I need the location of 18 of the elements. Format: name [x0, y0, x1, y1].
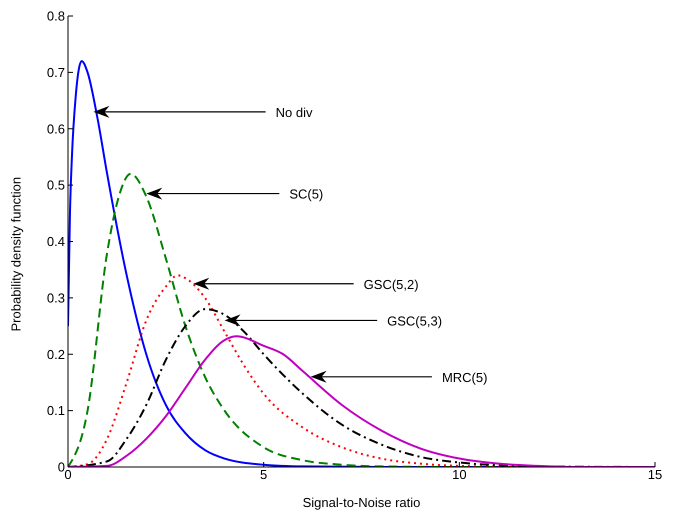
x-axis-title: Signal-to-Noise ratio — [302, 495, 420, 510]
y-tick-label: 0.2 — [46, 346, 65, 362]
y-tick-label: 0.7 — [46, 64, 65, 80]
x-tick-label: 15 — [648, 467, 662, 482]
y-tick-label: 0.1 — [46, 403, 65, 418]
annotation: GSC(5,2) — [364, 276, 419, 292]
y-tick-label: 0.3 — [46, 290, 65, 306]
annotation: MRC(5) — [442, 370, 488, 385]
y-tick-label: 0.4 — [46, 234, 65, 250]
x-tick-label: 10 — [452, 467, 467, 482]
x-tick-label: 5 — [260, 467, 268, 482]
y-tick-label: 0.5 — [46, 178, 65, 193]
y-tick-label: 0.8 — [46, 8, 65, 24]
y-tick-label: 0.6 — [46, 121, 65, 136]
annotation: No div — [276, 104, 313, 120]
annotation: SC(5) — [289, 186, 324, 202]
annotation: GSC(5,3) — [387, 313, 442, 328]
y-axis-title: Probability density function — [8, 176, 24, 332]
